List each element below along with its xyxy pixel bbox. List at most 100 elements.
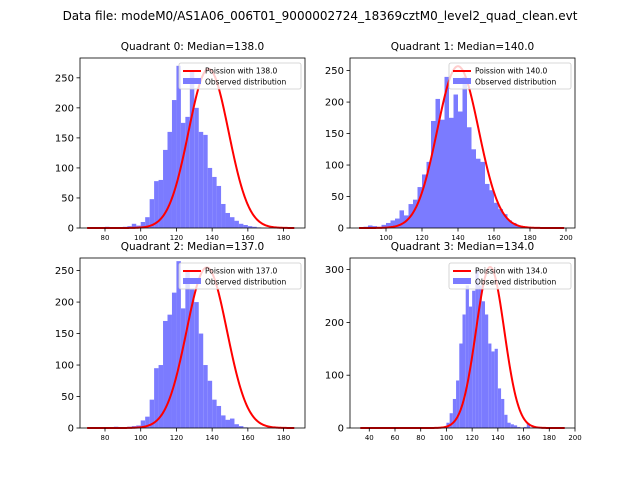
- x-tick-label: 100: [134, 234, 147, 242]
- histogram-bar: [234, 424, 239, 428]
- histogram-bar: [252, 226, 257, 228]
- histogram-bar: [476, 158, 481, 228]
- x-tick-label: 140: [205, 234, 218, 242]
- legend-label-poisson: Poission with 134.0: [475, 267, 548, 276]
- y-tick-label: 0: [338, 224, 344, 235]
- x-tick-label: 160: [241, 234, 254, 242]
- histogram-bar: [140, 420, 146, 428]
- histogram-bar: [194, 302, 199, 428]
- histogram-bar: [471, 149, 476, 228]
- histogram-bar: [180, 122, 186, 228]
- y-tick-label: 50: [61, 392, 74, 403]
- histogram-bar: [212, 399, 217, 428]
- histogram-bar: [510, 424, 514, 428]
- x-tick-label: 60: [391, 434, 400, 442]
- x-tick-label: 200: [559, 234, 572, 242]
- histogram-bar: [185, 270, 190, 428]
- histogram-bar: [154, 181, 159, 228]
- histogram-bar: [444, 76, 449, 228]
- legend-label-observed: Observed distribution: [475, 78, 556, 87]
- x-tick-label: 140: [491, 434, 504, 442]
- legend-label-observed: Observed distribution: [205, 78, 286, 87]
- legend-bar-swatch: [453, 78, 471, 84]
- y-tick-label: 0: [68, 224, 74, 235]
- histogram-bar: [478, 285, 482, 428]
- x-tick-label: 100: [379, 234, 392, 242]
- x-tick-label: 140: [451, 234, 464, 242]
- histogram-bar: [435, 98, 440, 228]
- histogram-bar: [458, 111, 463, 228]
- histogram-bar: [413, 199, 418, 228]
- y-tick-label: 300: [325, 265, 344, 276]
- histogram-bar: [176, 261, 181, 428]
- histogram-bar: [475, 269, 479, 428]
- legend-bar-swatch: [183, 78, 201, 84]
- histogram-bar: [131, 223, 137, 228]
- histogram-bar: [140, 221, 146, 228]
- y-tick-label: 250: [325, 66, 344, 77]
- histogram-bar: [481, 301, 485, 428]
- histogram-bar: [488, 343, 492, 428]
- y-tick-label: 150: [55, 133, 74, 144]
- subplot-title: Quadrant 3: Median=134.0: [391, 241, 534, 253]
- subplot-title: Quadrant 0: Median=138.0: [121, 41, 264, 53]
- legend-box: [448, 262, 572, 290]
- histogram-bar: [452, 398, 457, 428]
- x-tick-label: 80: [101, 234, 110, 242]
- y-tick-label: 200: [55, 298, 74, 309]
- histogram-bar: [234, 220, 239, 228]
- histogram-bar: [507, 220, 512, 228]
- histogram-bar: [194, 107, 199, 228]
- histogram-bar: [480, 161, 485, 228]
- histogram-bar: [485, 314, 489, 428]
- histogram-bar: [180, 308, 186, 428]
- x-tick-label: 160: [487, 234, 500, 242]
- legend: Poission with 140.0 Observed distribution: [448, 62, 572, 90]
- histogram-bar: [501, 398, 505, 428]
- y-tick-label: 200: [325, 318, 344, 329]
- histogram-bar: [189, 71, 195, 228]
- x-tick-label: 100: [440, 434, 453, 442]
- histogram-bar: [163, 320, 168, 428]
- histogram-bar: [167, 314, 172, 428]
- histogram-bar: [171, 100, 177, 228]
- histogram-bar: [465, 285, 469, 428]
- histogram-bar: [221, 203, 226, 228]
- legend-label-poisson: Poission with 140.0: [475, 67, 548, 76]
- x-tick-label: 40: [365, 434, 374, 442]
- x-tick-label: 160: [241, 434, 254, 442]
- histogram-bar: [485, 183, 490, 228]
- legend-box: [448, 62, 572, 90]
- x-tick-label: 100: [134, 434, 147, 442]
- histogram-bar: [198, 131, 204, 228]
- subplot-title: Quadrant 1: Median=140.0: [391, 41, 534, 53]
- y-tick-label: 250: [55, 73, 74, 84]
- histogram-bar: [399, 210, 404, 228]
- histogram-bar: [203, 365, 208, 428]
- histogram-bar: [449, 117, 454, 228]
- histogram-bar: [207, 380, 213, 428]
- subplot-quadrant-1: Quadrant 1: Median=140.0 100 120 140 160 180…: [325, 41, 576, 242]
- histogram-bar: [507, 422, 511, 428]
- y-tick-label: 250: [55, 266, 74, 277]
- histogram-bar: [426, 161, 431, 228]
- histogram-bar: [149, 199, 155, 228]
- histogram-bar: [395, 218, 400, 228]
- histogram-bar: [453, 94, 458, 228]
- figure-title: Data file: modeM0/AS1A06_006T01_90000027…: [63, 9, 578, 23]
- histogram-bar: [456, 380, 460, 428]
- histogram-bar: [225, 212, 230, 228]
- y-tick-label: 0: [68, 424, 74, 435]
- legend-box: [178, 262, 302, 290]
- histogram-bar: [158, 179, 164, 228]
- histogram-bar: [243, 224, 248, 228]
- x-tick-label: 120: [465, 434, 478, 442]
- histogram-bar: [381, 224, 386, 228]
- subplot-title: Quadrant 2: Median=137.0: [121, 241, 264, 253]
- histogram-bar: [145, 416, 150, 428]
- axes-frame: [349, 257, 576, 429]
- subplot-quadrant-0: Quadrant 0: Median=138.0 80 100 120 140 160 1…: [55, 41, 306, 242]
- histogram-bar: [368, 225, 373, 228]
- x-tick-label: 160: [517, 434, 530, 442]
- y-tick-label: 100: [325, 161, 344, 172]
